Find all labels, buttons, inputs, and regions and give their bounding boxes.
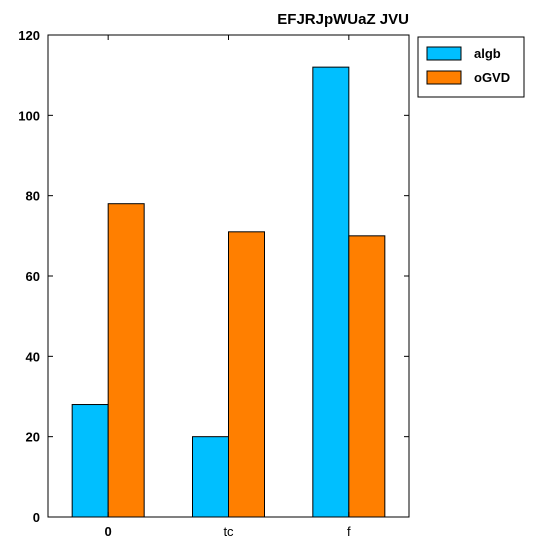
y-tick-label: 60: [26, 269, 40, 284]
x-tick-label: f: [347, 524, 351, 539]
bar-oGVD-f: [348, 235, 386, 518]
x-tick-label: 0: [105, 524, 112, 539]
legend-swatch-oGVD: [426, 70, 462, 85]
bar-oGVD-tc: [228, 231, 265, 518]
y-tick-label: 120: [18, 28, 40, 43]
legend: algb oGVD: [417, 36, 525, 98]
y-tick-label: 80: [26, 189, 40, 204]
x-tick-label: tc: [223, 524, 234, 539]
bar-oGVD-0: [107, 203, 145, 518]
bar-algb-0: [71, 404, 109, 518]
legend-label-algb: algb: [474, 46, 501, 61]
bar-algb-f: [312, 66, 350, 518]
y-tick-label: 100: [18, 108, 40, 123]
legend-swatch-algb: [426, 46, 462, 61]
y-tick-label: 20: [26, 430, 40, 445]
axes-group: 0 20 40 60 80 100 120 0 tc f: [18, 28, 410, 539]
y-tick-label: 0: [33, 510, 40, 525]
legend-label-oGVD: oGVD: [474, 70, 510, 85]
chart-title: EFJRJpWUaZ JVU: [277, 11, 409, 28]
bars-group: [71, 66, 386, 518]
bar-algb-tc: [192, 436, 229, 518]
y-tick-label: 40: [26, 349, 40, 364]
legend-box: [417, 36, 525, 98]
